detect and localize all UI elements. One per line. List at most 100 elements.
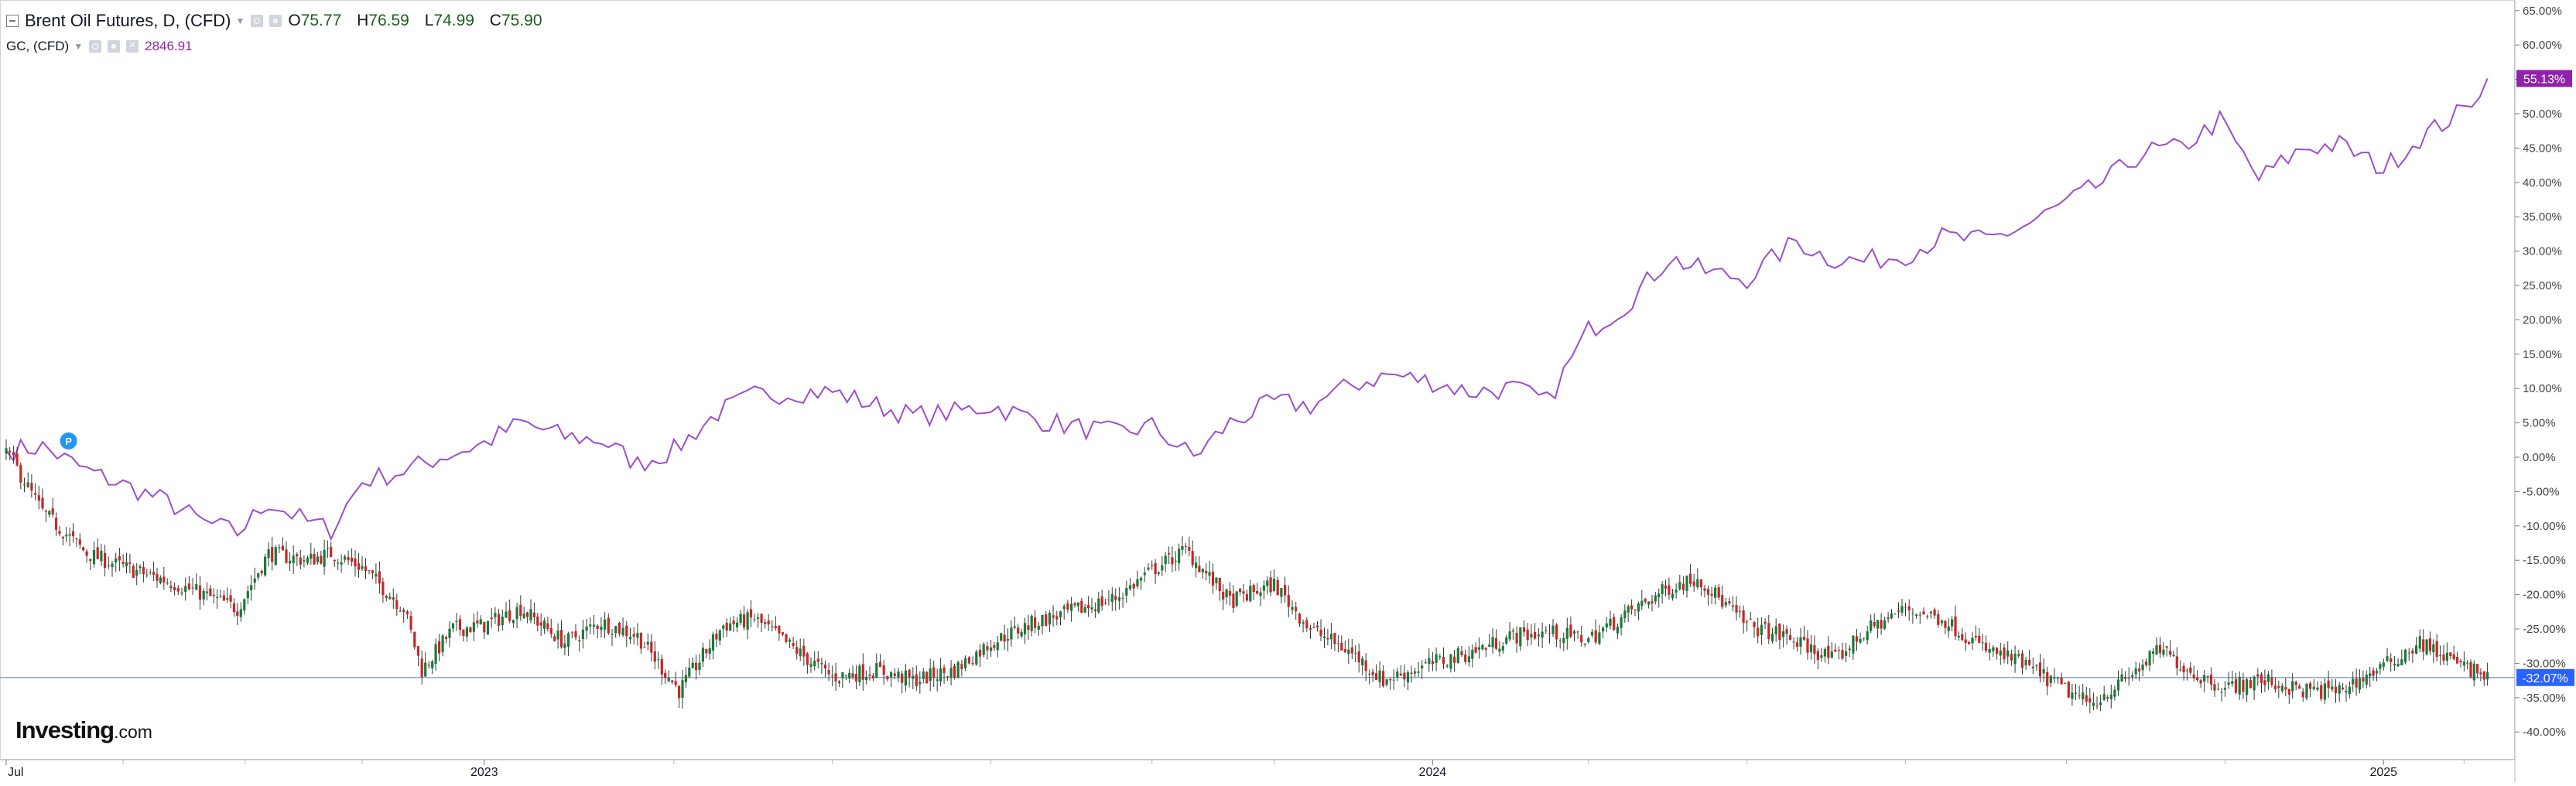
candle-up	[205, 591, 209, 593]
close-value: 75.90	[501, 12, 542, 29]
candle-down	[2334, 686, 2338, 693]
settings-icon[interactable]	[269, 15, 282, 27]
candle-down	[1789, 635, 1792, 640]
candle-up	[316, 556, 319, 562]
candle-up	[344, 556, 347, 560]
y-tick-label: 45.00%	[2523, 142, 2562, 155]
candle-up	[2396, 664, 2400, 667]
candle-up	[1508, 631, 1511, 640]
eye-icon[interactable]	[89, 40, 102, 53]
candle-up	[1157, 572, 1161, 574]
candle-down	[2479, 672, 2482, 675]
candle-down	[868, 675, 871, 676]
candle-down	[664, 672, 667, 678]
candle-up	[2266, 674, 2270, 682]
compare-series-title[interactable]: GC, (CFD)	[6, 39, 70, 53]
candle-down	[416, 646, 420, 656]
candle-down	[596, 625, 599, 630]
candle-down	[1746, 621, 1749, 623]
candle-down	[2028, 660, 2031, 665]
candle-down	[2158, 644, 2162, 654]
candle-up	[2082, 692, 2085, 699]
candle-up	[1439, 656, 1442, 658]
candle-up	[1208, 572, 1211, 576]
candle-up	[1424, 662, 1427, 664]
candle-down	[1580, 634, 1583, 643]
candle-up	[250, 585, 253, 590]
candle-down	[1984, 642, 1988, 651]
candle-up	[1128, 585, 1132, 590]
candle-up	[1845, 651, 1848, 656]
candle-up	[1623, 610, 1627, 618]
candle-down	[392, 597, 395, 600]
candle-down	[2298, 685, 2301, 689]
y-tick-label: 15.00%	[2523, 348, 2562, 361]
candle-up	[494, 613, 497, 617]
candle-down	[1305, 620, 1309, 629]
candle-up	[1852, 635, 1855, 654]
candle-up	[2400, 659, 2403, 665]
candle-up	[2223, 688, 2226, 690]
logo-main-text: Investing	[15, 716, 115, 743]
candle-up	[2148, 651, 2151, 666]
candle-down	[1594, 630, 1597, 643]
candle-up	[1519, 627, 1522, 647]
candle-up	[1915, 614, 1918, 617]
candle-down	[1453, 656, 1456, 663]
candle-down	[2060, 678, 2063, 685]
candle-down	[2085, 695, 2088, 702]
collapse-legend-icon[interactable]	[6, 15, 19, 27]
candle-down	[1336, 643, 1339, 644]
close-label: C	[489, 12, 501, 29]
eye-icon[interactable]	[251, 15, 264, 27]
chevron-down-icon[interactable]: ▼	[235, 15, 245, 26]
candle-up	[1090, 607, 1093, 610]
candle-down	[381, 582, 385, 596]
candle-down	[678, 685, 681, 699]
candle-up	[2331, 686, 2334, 690]
main-series-title[interactable]: Brent Oil Futures, D, (CFD)	[25, 11, 231, 30]
candle-down	[1269, 577, 1272, 593]
candle-down	[2138, 668, 2141, 672]
candle-up	[1272, 579, 1276, 591]
candle-up	[2345, 691, 2348, 693]
chevron-down-icon[interactable]: ▼	[74, 41, 84, 52]
candle-down	[462, 629, 465, 636]
y-tick-label: -25.00%	[2523, 623, 2566, 636]
candle-up	[65, 535, 68, 537]
candle-up	[1866, 631, 1869, 641]
candle-down	[1003, 634, 1006, 642]
candle-down	[1731, 605, 1734, 607]
candle-down	[1211, 571, 1215, 586]
candle-down	[1738, 610, 1742, 612]
candle-down	[2435, 641, 2438, 657]
candle-up	[1354, 653, 1357, 654]
candle-up	[1988, 648, 1991, 653]
candle-down	[2067, 682, 2070, 698]
candle-down	[1154, 562, 1157, 575]
candle-down	[2196, 677, 2199, 680]
candle-up	[684, 675, 687, 682]
candle-down	[705, 649, 708, 654]
candle-down	[1232, 593, 1235, 608]
settings-icon[interactable]	[108, 40, 121, 53]
remove-icon[interactable]	[126, 39, 139, 53]
candle-up	[1782, 631, 1785, 637]
candle-up	[858, 665, 861, 682]
candle-down	[1295, 607, 1298, 612]
candle-up	[2185, 670, 2188, 672]
candle-down	[671, 680, 674, 682]
candle-up	[1590, 631, 1594, 636]
candle-up	[1957, 636, 1960, 637]
candle-down	[12, 452, 15, 456]
candle-up	[1657, 593, 1661, 597]
y-tick-label: 60.00%	[2523, 39, 2562, 52]
y-tick-label: -5.00%	[2523, 485, 2560, 498]
candle-down	[553, 636, 556, 641]
candle-down	[882, 665, 885, 675]
candle-up	[1572, 631, 1576, 634]
candle-up	[399, 610, 402, 612]
candle-down	[82, 547, 85, 551]
brent-last-value-badge	[2516, 668, 2574, 686]
